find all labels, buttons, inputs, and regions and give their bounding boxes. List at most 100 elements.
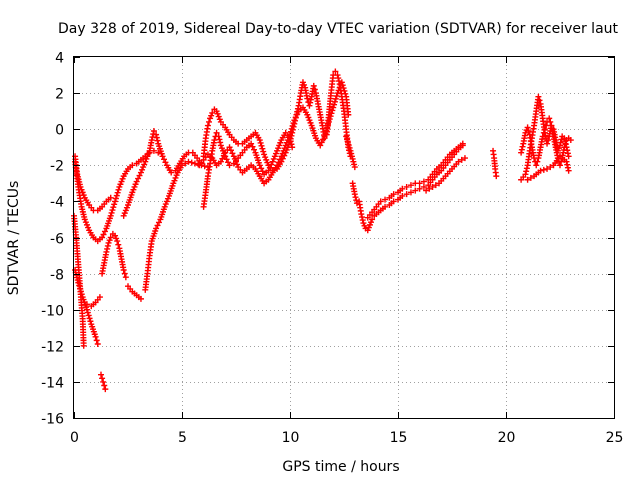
data-point (342, 90, 349, 97)
data-point (368, 219, 374, 226)
data-point (220, 152, 227, 159)
data-point (155, 219, 162, 226)
data-point (429, 183, 436, 190)
y-tick-label: 0 (55, 123, 64, 139)
data-point (122, 274, 129, 281)
x-tick-label: 15 (390, 430, 408, 446)
data-point (182, 160, 189, 167)
data-point (307, 96, 314, 103)
data-point (343, 133, 350, 140)
data-point (330, 104, 337, 111)
data-point (84, 309, 91, 316)
data-point (407, 189, 414, 196)
data-point (113, 192, 120, 199)
data-point (320, 136, 327, 143)
data-point (217, 142, 224, 149)
data-point (148, 137, 155, 144)
data-point (544, 165, 551, 172)
data-point (217, 139, 224, 146)
data-point (564, 161, 571, 168)
data-point (311, 86, 318, 93)
data-point (340, 85, 347, 92)
data-point (272, 150, 279, 157)
data-point (135, 175, 142, 182)
data-point (109, 207, 116, 214)
data-point (287, 138, 294, 145)
data-point (168, 169, 175, 176)
data-point (360, 220, 367, 227)
data-point (310, 82, 317, 89)
data-point (229, 150, 236, 157)
data-point (230, 153, 237, 160)
y-tick-label: -4 (50, 195, 64, 211)
data-point (140, 164, 147, 171)
series-track-f (98, 371, 109, 393)
data-point (281, 145, 288, 152)
data-point (77, 285, 84, 292)
x-tick-label: 20 (498, 430, 516, 446)
data-point (540, 129, 547, 136)
data-point (335, 75, 342, 82)
data-point (382, 196, 389, 203)
data-point (334, 90, 341, 97)
x-tick-label: 0 (70, 430, 79, 446)
data-point (567, 137, 574, 144)
data-point (119, 175, 126, 182)
data-point (288, 141, 295, 148)
data-point (122, 207, 129, 214)
data-point (338, 79, 345, 86)
data-point (317, 142, 324, 149)
data-point (99, 375, 106, 382)
data-point (83, 301, 90, 308)
data-point (274, 147, 281, 154)
data-point (86, 315, 93, 322)
data-point (353, 197, 360, 204)
data-point (162, 159, 169, 166)
data-point (416, 180, 423, 187)
data-point (331, 101, 338, 108)
grid (74, 57, 614, 418)
data-point (537, 167, 544, 174)
data-point (217, 158, 224, 165)
data-point (301, 81, 308, 88)
data-point (359, 214, 365, 221)
data-point (226, 162, 233, 169)
data-point (172, 174, 179, 181)
data-point (558, 136, 565, 143)
data-point (524, 124, 531, 131)
data-point (292, 114, 299, 121)
series-track-k (200, 68, 354, 174)
data-point (557, 162, 563, 169)
data-point (104, 245, 111, 252)
data-point (113, 235, 120, 242)
data-point (96, 294, 103, 301)
data-point (260, 148, 267, 155)
data-point (204, 122, 211, 129)
data-point (432, 182, 439, 189)
data-point (459, 140, 466, 147)
data-point (104, 242, 111, 249)
data-point (557, 142, 563, 149)
data-point (288, 125, 295, 132)
data-point (261, 151, 268, 158)
data-point (307, 99, 314, 106)
data-point (248, 140, 255, 147)
data-point (276, 156, 283, 163)
data-point (493, 173, 500, 180)
series-track-h (125, 283, 144, 302)
data-point (83, 221, 90, 228)
y-tick-label: -10 (41, 304, 64, 320)
data-point (291, 117, 298, 124)
data-point (259, 145, 266, 152)
series-track-s (490, 147, 500, 180)
data-point (534, 158, 541, 165)
series-track-q (364, 140, 466, 221)
data-point (289, 144, 296, 151)
data-point (334, 72, 341, 79)
data-point (256, 137, 263, 144)
data-point (206, 118, 212, 125)
data-point (341, 87, 348, 94)
series-track-b (72, 147, 162, 245)
data-point (81, 216, 88, 223)
data-point (274, 162, 281, 169)
